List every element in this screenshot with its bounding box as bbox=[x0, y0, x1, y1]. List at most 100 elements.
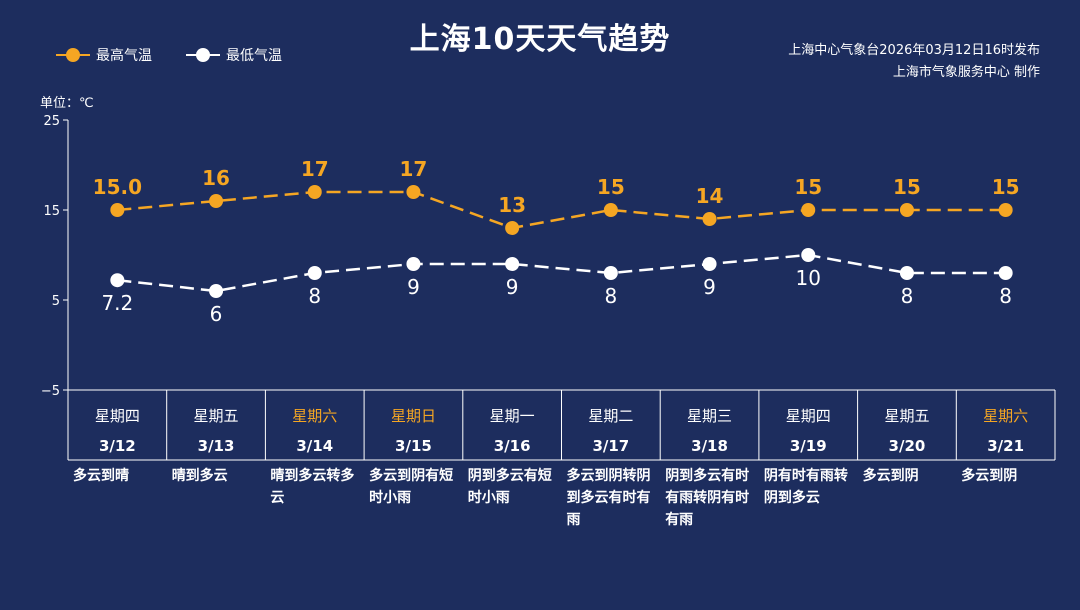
weather-description-line: 多云到阴转阴 bbox=[567, 467, 651, 484]
date-label: 3/19 bbox=[790, 437, 827, 455]
data-point-low bbox=[505, 257, 520, 271]
data-label-high: 15 bbox=[893, 175, 921, 199]
weather-description-line: 云 bbox=[270, 490, 284, 506]
legend-marker-low bbox=[186, 48, 220, 62]
data-point-high bbox=[110, 203, 125, 217]
y-tick-label: 15 bbox=[43, 204, 60, 219]
weather-description-line: 多云到晴 bbox=[73, 467, 129, 484]
weather-description-line: 有雨转阴有时 bbox=[665, 489, 749, 506]
weather-description: 晴到多云 bbox=[172, 467, 228, 484]
data-point-high bbox=[998, 203, 1013, 217]
weekday-label: 星期五 bbox=[884, 407, 929, 425]
weather-description: 阴有时有雨转阴到多云 bbox=[764, 467, 848, 506]
data-point-low bbox=[801, 248, 816, 262]
weather-description-line: 多云到阴 bbox=[961, 467, 1017, 484]
data-label-low: 7.2 bbox=[101, 291, 133, 315]
date-label: 3/12 bbox=[99, 437, 136, 455]
y-tick-label: −5 bbox=[41, 384, 60, 399]
weather-description-line: 阴有时有雨转 bbox=[764, 467, 848, 484]
y-tick-label: 25 bbox=[43, 114, 60, 129]
series-line-high bbox=[117, 190, 1006, 230]
legend-item-high: 最高气温 bbox=[56, 45, 152, 65]
date-label: 3/15 bbox=[395, 437, 432, 455]
weather-description-line: 阴到多云 bbox=[764, 489, 820, 506]
weekday-label: 星期日 bbox=[391, 407, 436, 425]
date-label: 3/21 bbox=[987, 437, 1024, 455]
data-point-low bbox=[702, 257, 717, 271]
weather-description-line: 时小雨 bbox=[369, 489, 411, 506]
data-point-high bbox=[899, 203, 914, 217]
weather-description-line: 多云到阴有短 bbox=[369, 467, 453, 484]
data-label-high: 15 bbox=[794, 175, 822, 199]
data-point-high bbox=[307, 185, 322, 199]
weekday-label: 星期五 bbox=[194, 407, 239, 425]
weather-description-line: 到多云有时有 bbox=[567, 489, 651, 506]
source-info: 上海中心气象台2026年03月12日16时发布 上海市气象服务中心 制作 bbox=[788, 40, 1040, 84]
data-point-low bbox=[209, 284, 224, 298]
weekday-label: 星期三 bbox=[687, 407, 732, 425]
legend-item-low: 最低气温 bbox=[186, 45, 282, 65]
data-label-high: 16 bbox=[202, 166, 230, 190]
legend-label-low: 最低气温 bbox=[226, 48, 282, 64]
weather-description-line: 阴到多云有短 bbox=[468, 467, 552, 484]
weather-description-line: 阴到多云有时 bbox=[665, 467, 749, 484]
weekday-label: 星期四 bbox=[95, 407, 140, 425]
data-point-high bbox=[801, 203, 816, 217]
series-line-low bbox=[117, 253, 1006, 293]
data-point-low bbox=[603, 266, 618, 280]
data-label-high: 15 bbox=[992, 175, 1020, 199]
data-point-high bbox=[603, 203, 618, 217]
unit-label: 单位：℃ bbox=[40, 96, 94, 111]
weather-description-line: 雨 bbox=[567, 512, 581, 528]
weather-description-line: 晴到多云 bbox=[172, 467, 228, 484]
data-label-low: 9 bbox=[407, 275, 420, 299]
date-label: 3/18 bbox=[691, 437, 728, 455]
weather-description-line: 时小雨 bbox=[468, 489, 510, 506]
data-label-high: 15 bbox=[597, 175, 625, 199]
data-label-low: 8 bbox=[308, 284, 321, 308]
weather-description: 多云到阴转阴到多云有时有雨 bbox=[567, 467, 651, 528]
data-label-low: 9 bbox=[506, 275, 519, 299]
data-label-low: 10 bbox=[796, 266, 821, 290]
data-point-low bbox=[307, 266, 322, 280]
source-line-1: 上海中心气象台2026年03月12日16时发布 bbox=[788, 43, 1040, 58]
date-label: 3/16 bbox=[494, 437, 531, 455]
weather-description: 阴到多云有时有雨转阴有时有雨 bbox=[665, 467, 749, 528]
weather-description: 晴到多云转多云 bbox=[270, 467, 354, 506]
legend-label-high: 最高气温 bbox=[96, 48, 152, 64]
data-label-low: 8 bbox=[901, 284, 914, 308]
data-label-high: 15.0 bbox=[93, 175, 142, 199]
date-label: 3/20 bbox=[889, 437, 926, 455]
data-label-low: 9 bbox=[703, 275, 716, 299]
data-label-low: 6 bbox=[210, 302, 223, 326]
page-title: 上海10天天气趋势 bbox=[409, 22, 671, 57]
date-label: 3/14 bbox=[296, 437, 333, 455]
data-label-high: 17 bbox=[301, 157, 329, 181]
weekday-label: 星期六 bbox=[292, 407, 337, 425]
legend-marker-high bbox=[56, 48, 90, 62]
weather-description: 多云到晴 bbox=[73, 467, 129, 484]
data-label-high: 17 bbox=[400, 157, 428, 181]
data-label-high: 14 bbox=[696, 184, 724, 208]
weather-description-line: 晴到多云转多 bbox=[270, 467, 354, 484]
source-line-2: 上海市气象服务中心 制作 bbox=[892, 65, 1040, 80]
data-point-low bbox=[899, 266, 914, 280]
data-point-high bbox=[702, 212, 717, 226]
data-label-low: 8 bbox=[604, 284, 617, 308]
data-point-high bbox=[209, 194, 224, 208]
data-point-high bbox=[505, 221, 520, 235]
weather-description: 多云到阴有短时小雨 bbox=[369, 467, 453, 506]
weather-description: 多云到阴 bbox=[863, 467, 919, 484]
weather-description: 多云到阴 bbox=[961, 467, 1017, 484]
data-point-high bbox=[406, 185, 421, 199]
weather-description-line: 有雨 bbox=[665, 511, 693, 528]
data-label-low: 8 bbox=[999, 284, 1012, 308]
chart-legend: 最高气温 最低气温 bbox=[56, 45, 282, 65]
weather-description-line: 多云到阴 bbox=[863, 467, 919, 484]
weather-description: 阴到多云有短时小雨 bbox=[468, 467, 552, 506]
weekday-label: 星期六 bbox=[983, 407, 1028, 425]
weekday-label: 星期四 bbox=[786, 407, 831, 425]
data-point-low bbox=[998, 266, 1013, 280]
weekday-label: 星期一 bbox=[490, 407, 535, 425]
